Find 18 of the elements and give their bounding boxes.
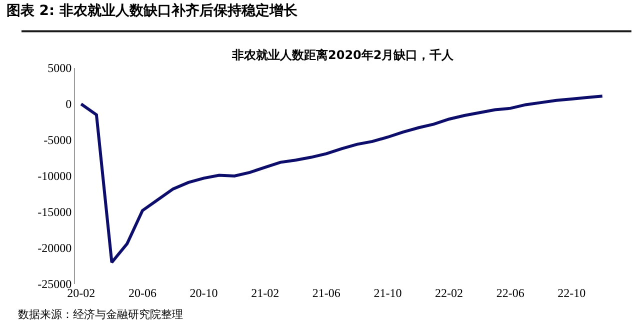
x-tick-label: 21-02 xyxy=(251,286,280,300)
y-tick-label: -10000 xyxy=(38,169,72,184)
x-tick-label: 22-06 xyxy=(496,286,524,300)
chart-title: 图表 2: 非农就业人数缺口补齐后保持稳定增长 xyxy=(6,2,298,19)
x-tick-label: 21-10 xyxy=(374,286,402,300)
y-tick-label: -15000 xyxy=(38,205,72,220)
x-tick-label: 22-10 xyxy=(558,286,586,300)
y-tick-label: 5000 xyxy=(48,61,72,76)
x-tick-label: 20-10 xyxy=(190,286,218,300)
line-series xyxy=(80,94,604,264)
source-note: 数据来源：经济与金融研究院整理 xyxy=(18,308,183,321)
x-tick-label: 20-06 xyxy=(128,286,156,300)
chart-subtitle: 非农就业人数距离2020年2月缺口，千人 xyxy=(231,48,455,62)
y-tick-label: -20000 xyxy=(38,241,72,256)
x-tick-label: 22-02 xyxy=(435,286,464,300)
y-tick-label: -5000 xyxy=(44,133,72,148)
x-tick-label: 21-06 xyxy=(312,286,340,300)
y-tick-label: 0 xyxy=(66,97,72,112)
